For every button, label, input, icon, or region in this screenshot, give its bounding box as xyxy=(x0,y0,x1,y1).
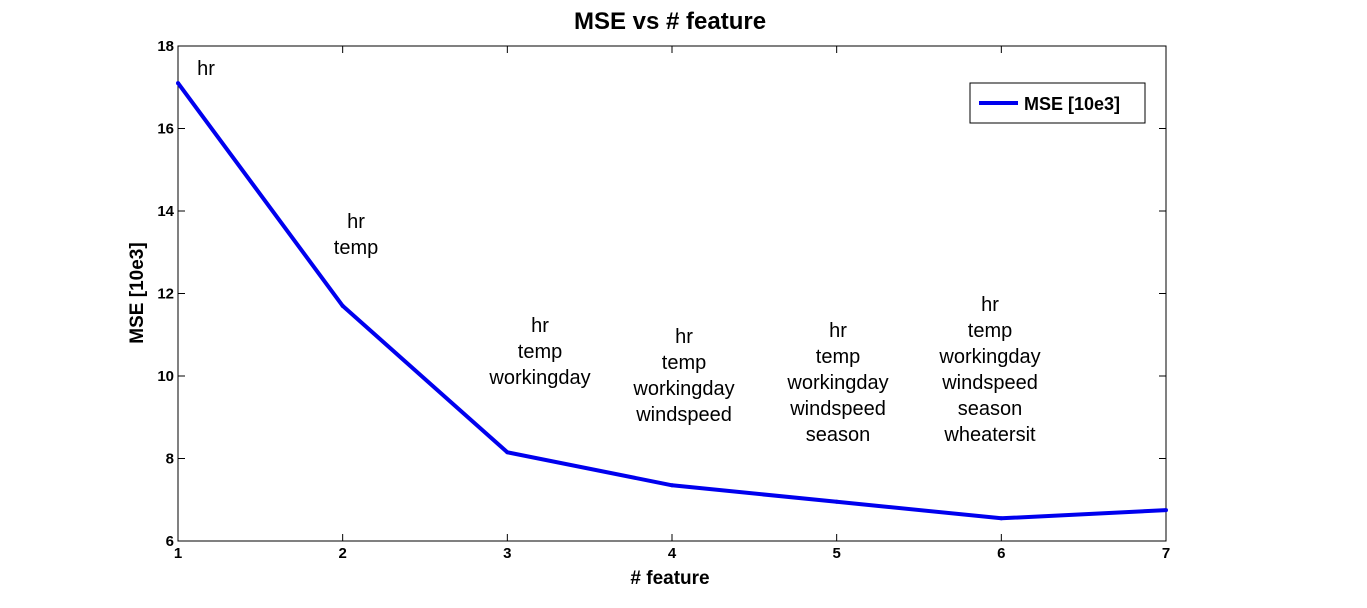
annotation-line: hr xyxy=(675,326,693,348)
annotation-line: season xyxy=(806,424,871,446)
data-point xyxy=(670,483,674,488)
annotation-layer: hr hr temp hr temp workingday hr temp workingday… xyxy=(197,58,1040,446)
series-layer xyxy=(176,81,1168,521)
feature-annotation: hr temp xyxy=(334,211,378,259)
annotation-line: hr xyxy=(829,320,847,342)
y-axis-label: MSE [10e3] xyxy=(127,242,148,343)
data-point xyxy=(1164,508,1168,513)
annotation-line: wheatersit xyxy=(943,424,1036,446)
y-tick-label: 14 xyxy=(157,203,174,220)
data-point xyxy=(340,303,345,308)
data-point xyxy=(999,516,1004,521)
chart-title: MSE vs # feature xyxy=(574,8,766,35)
y-tick-label: 16 xyxy=(157,121,174,138)
annotation-line: temp xyxy=(518,341,562,363)
x-tick-label: 3 xyxy=(503,545,511,562)
feature-annotation: hr temp workingday windspeed season wheatersi… xyxy=(938,294,1040,446)
x-tick-label: 7 xyxy=(1162,545,1170,562)
annotation-line: windspeed xyxy=(941,372,1038,394)
annotation-line: hr xyxy=(531,315,549,337)
feature-annotation: hr temp workingday xyxy=(488,315,590,389)
y-tick-label: 10 xyxy=(157,368,174,385)
plot-area xyxy=(177,45,1167,542)
x-axis-label: # feature xyxy=(630,568,709,589)
annotation-line: windspeed xyxy=(789,398,886,420)
annotation-line: windspeed xyxy=(635,404,732,426)
x-tick-label: 6 xyxy=(997,545,1005,562)
annotation-line: workingday xyxy=(938,346,1040,368)
annotation-line: hr xyxy=(197,58,215,80)
x-tick-label: 5 xyxy=(832,545,840,562)
legend: MSE [10e3] xyxy=(969,82,1146,124)
x-tick-label: 4 xyxy=(668,545,677,562)
annotation-line: hr xyxy=(981,294,999,316)
annotation-line: season xyxy=(958,398,1023,420)
feature-annotation: hr xyxy=(197,58,215,80)
feature-annotation: hr temp workingday windspeed xyxy=(632,326,734,426)
y-tick-label: 6 xyxy=(166,533,174,550)
annotation-line: workingday xyxy=(488,367,590,389)
y-tick-label: 12 xyxy=(157,286,174,303)
annotation-line: temp xyxy=(334,237,378,259)
y-tick-label: 8 xyxy=(166,451,174,468)
annotation-line: temp xyxy=(662,352,706,374)
data-point xyxy=(834,499,839,504)
annotation-line: temp xyxy=(968,320,1012,342)
annotation-line: workingday xyxy=(786,372,888,394)
data-point xyxy=(176,81,180,86)
annotation-line: hr xyxy=(347,211,365,233)
axis-ticks xyxy=(177,45,1167,542)
x-tick-label: 1 xyxy=(174,545,182,562)
legend-label: MSE [10e3] xyxy=(1024,94,1120,114)
feature-annotation: hr temp workingday windspeed season xyxy=(786,320,888,446)
data-point xyxy=(505,450,510,455)
annotation-line: workingday xyxy=(632,378,734,400)
y-tick-label: 18 xyxy=(157,38,174,55)
annotation-line: temp xyxy=(816,346,860,368)
x-tick-label: 2 xyxy=(338,545,346,562)
